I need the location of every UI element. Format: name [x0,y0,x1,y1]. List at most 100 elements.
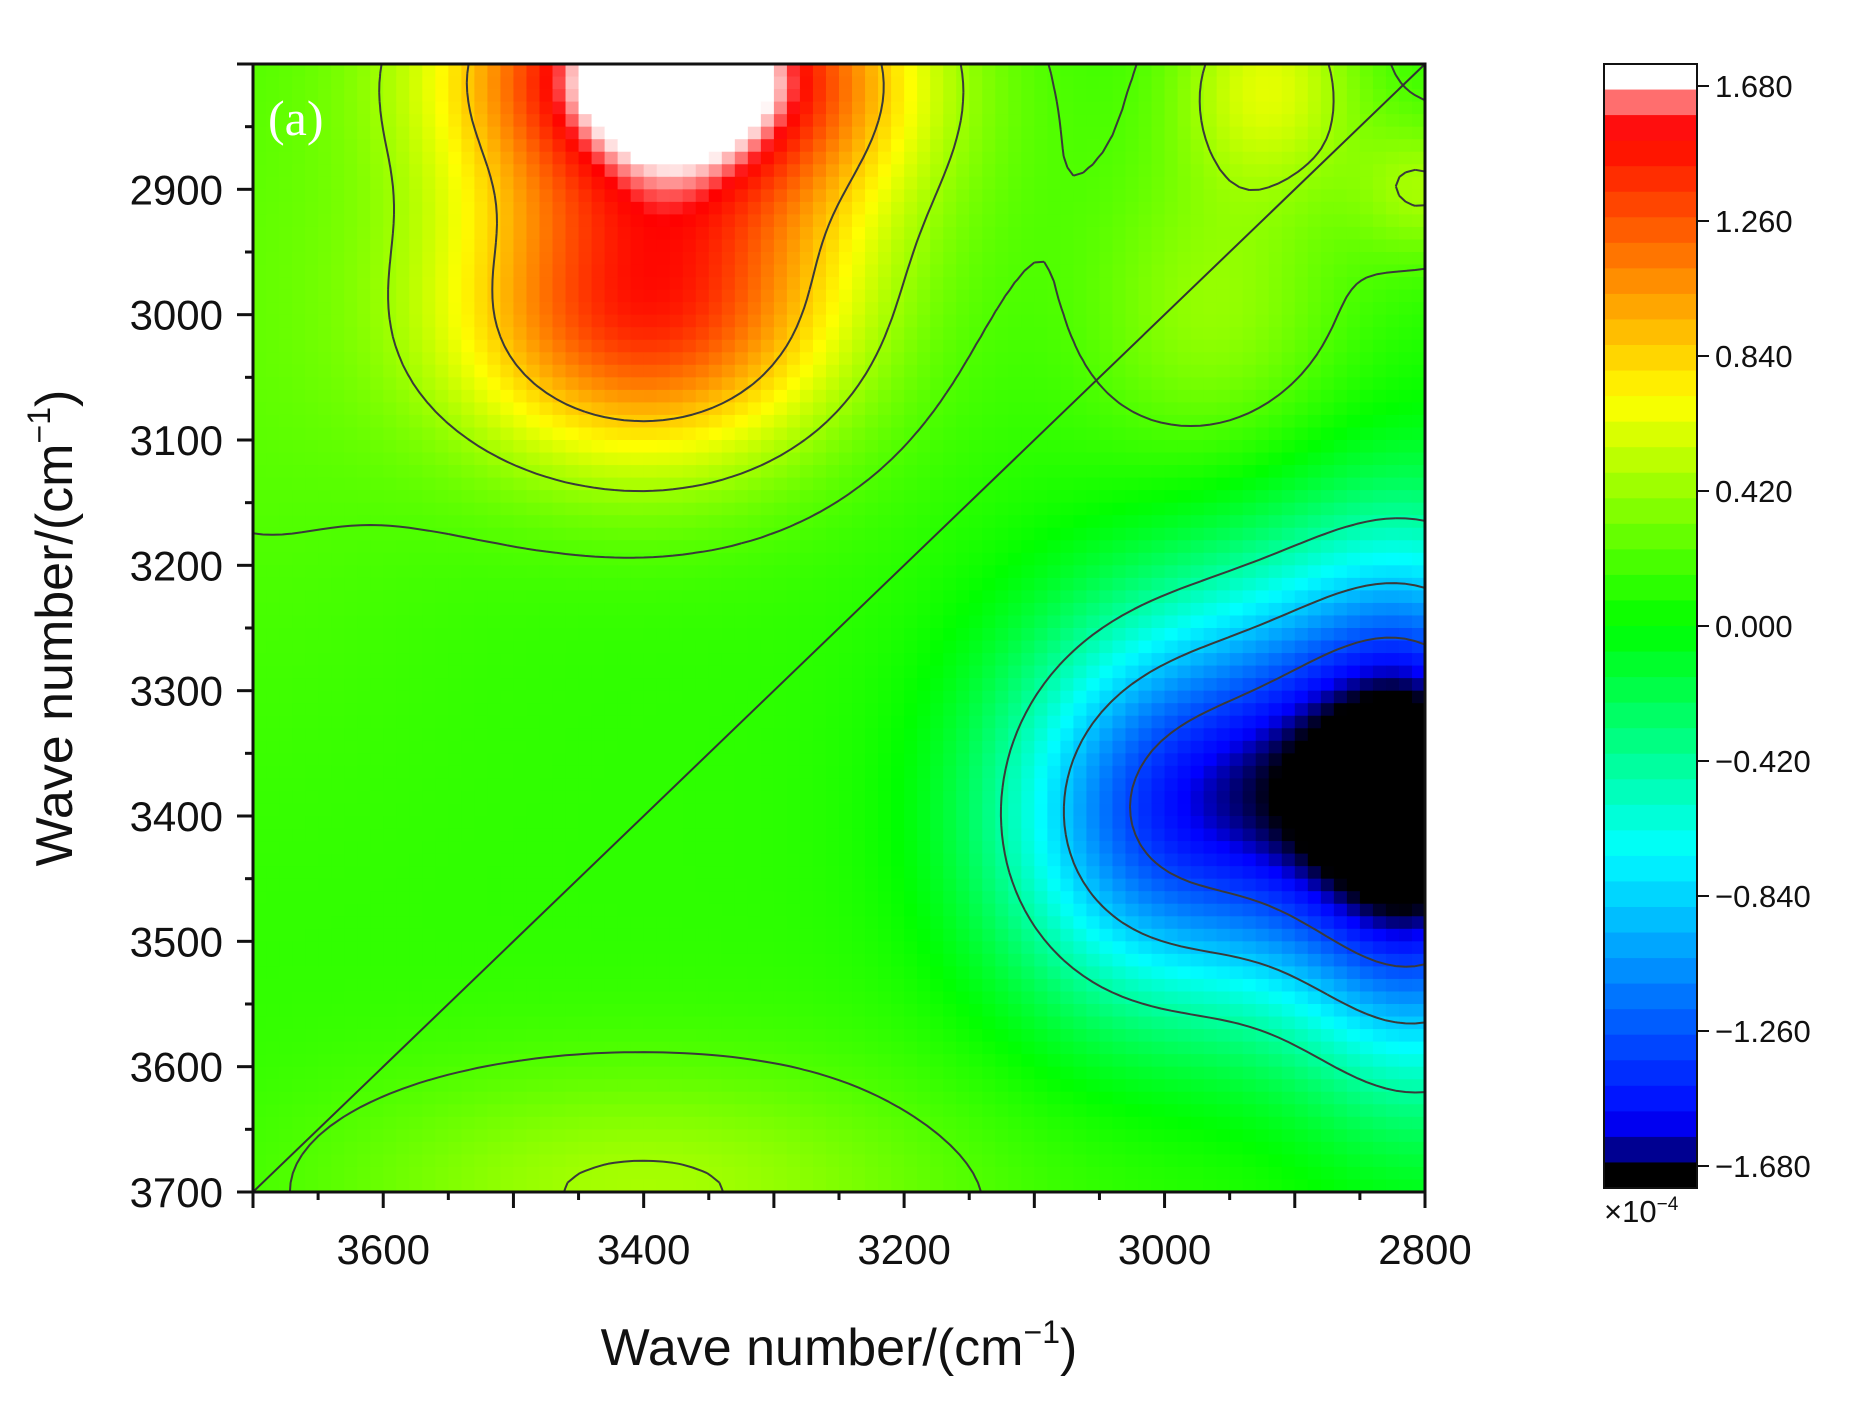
heatmap-cell [969,590,983,604]
heatmap-cell [747,565,762,579]
heatmap-cell [578,653,593,667]
heatmap-cell [539,339,554,353]
heatmap-cell [1320,703,1335,717]
heatmap-cell [1008,327,1022,341]
heatmap-cell [773,176,788,190]
heatmap-cell [852,289,866,303]
heatmap-cell [383,126,397,140]
heatmap-cell [1112,577,1127,591]
heatmap-cell [943,64,957,78]
heatmap-cell [591,577,606,591]
heatmap-cell [292,440,306,454]
heatmap-cell [1359,101,1374,115]
heatmap-cell [1281,465,1296,479]
heatmap-cell [982,114,996,128]
heatmap-cell [292,314,306,328]
heatmap-cell [943,703,957,717]
heatmap-cell [1138,239,1153,253]
heatmap-cell [565,352,580,366]
heatmap-cell [617,740,632,754]
heatmap-cell [1164,440,1179,454]
heatmap-cell [474,715,488,729]
heatmap-cell [1086,740,1101,754]
heatmap-cell [1255,590,1270,604]
heatmap-cell [760,126,775,140]
heatmap-cell [1086,64,1101,78]
heatmap-cell [721,164,736,178]
heatmap-cell [1242,665,1257,679]
heatmap-cell [539,690,554,704]
heatmap-cell [305,653,319,667]
heatmap-cell [1229,465,1244,479]
heatmap-cell [253,364,267,378]
heatmap-cell [253,264,267,278]
heatmap-cell [1385,314,1400,328]
heatmap-cell [969,201,983,215]
heatmap-cell [552,364,567,378]
heatmap-cell [500,465,515,479]
heatmap-cell [435,314,449,328]
heatmap-cell [253,352,267,366]
heatmap-cell [969,465,983,479]
heatmap-cell [1086,440,1101,454]
heatmap-cell [1177,352,1192,366]
heatmap-cell [1073,427,1088,441]
heatmap-cell [1281,490,1296,504]
heatmap-cell [409,327,423,341]
heatmap-cell [1333,201,1348,215]
heatmap-cell [1398,690,1413,704]
heatmap-cell [539,277,554,291]
heatmap-cell [305,565,319,579]
heatmap-cell [995,364,1009,378]
heatmap-cell [1268,89,1283,103]
heatmap-cell [682,703,697,717]
heatmap-cell [656,414,671,429]
heatmap-cell [422,703,436,717]
heatmap-cell [1268,427,1283,441]
heatmap-cell [344,402,358,416]
heatmap-cell [305,515,319,529]
heatmap-cell [266,515,280,529]
heatmap-cell [943,176,957,190]
heatmap-cell [1151,252,1166,266]
heatmap-cell [526,352,541,366]
heatmap-cell [1281,327,1296,341]
heatmap-cell [279,114,293,128]
heatmap-cell [1229,214,1244,228]
heatmap-cell [930,427,944,441]
heatmap-cell [1346,314,1361,328]
heatmap-cell [318,139,332,153]
heatmap-cell [253,565,267,579]
heatmap-cell [839,289,853,303]
heatmap-cell [487,628,502,642]
heatmap-cell [643,527,658,541]
heatmap-cell [1268,277,1283,291]
heatmap-cell [1021,364,1035,378]
heatmap-cell [617,615,632,629]
heatmap-cell [1242,339,1257,353]
heatmap-cell [825,728,840,742]
heatmap-cell [305,126,319,140]
heatmap-cell [930,339,944,353]
heatmap-cell [318,602,332,617]
heatmap-cell [318,577,332,591]
heatmap-cell [630,314,645,328]
heatmap-cell [721,440,736,454]
heatmap-cell [1060,201,1074,215]
heatmap-cell [1177,176,1192,190]
heatmap-cell [526,703,541,717]
heatmap-cell [682,201,697,215]
heatmap-cell [1411,126,1425,140]
heatmap-cell [1047,126,1061,140]
heatmap-cell [956,703,970,717]
heatmap-cell [995,176,1009,190]
heatmap-cell [891,89,905,103]
heatmap-cell [422,126,436,140]
heatmap-cell [253,226,267,241]
heatmap-cell [331,678,345,692]
heatmap-cell [643,502,658,516]
heatmap-cell [812,653,827,667]
heatmap-cell [279,239,293,253]
heatmap-cell [786,703,801,717]
heatmap-cell [917,139,931,153]
